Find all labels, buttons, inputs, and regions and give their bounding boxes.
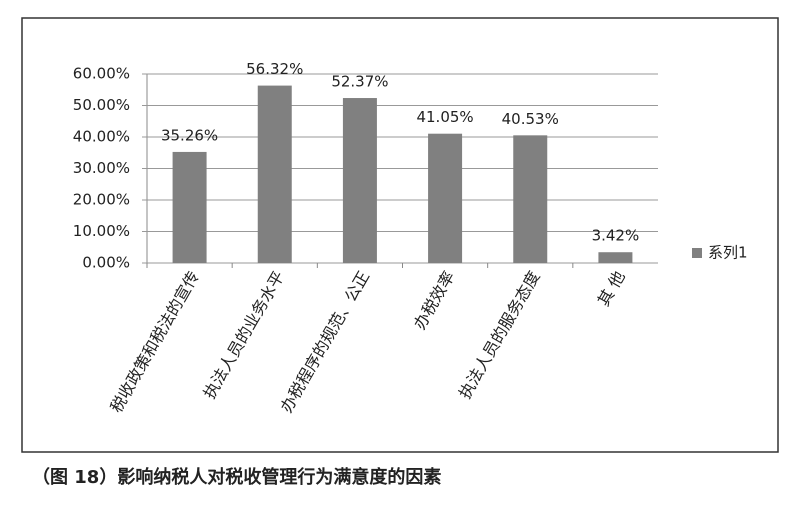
x-tick-label: 执法人员的业务水平	[200, 268, 288, 402]
caption: （图 18）影响纳税人对税收管理行为满意度的因素	[32, 466, 441, 488]
x-tick-label: 办税程序的规范、公正	[277, 268, 373, 416]
y-tick-label: 60.00%	[73, 65, 130, 83]
data-label: 52.37%	[331, 73, 388, 91]
data-label: 40.53%	[502, 110, 559, 128]
data-label: 35.26%	[161, 126, 218, 144]
y-tick-label: 30.00%	[73, 159, 130, 177]
data-label: 3.42%	[592, 227, 640, 245]
legend-swatch	[692, 248, 702, 258]
data-label: 41.05%	[416, 108, 473, 126]
legend-label: 系列1	[708, 244, 748, 262]
chart-frame	[21, 17, 779, 453]
bar	[513, 135, 548, 263]
x-tick-label: 办税效率	[410, 268, 458, 333]
bar	[257, 85, 292, 263]
y-tick-label: 10.00%	[73, 222, 130, 240]
bar	[598, 252, 633, 263]
y-tick-label: 50.00%	[73, 96, 130, 114]
bar	[428, 133, 463, 263]
bar	[342, 98, 377, 263]
x-tick-label: 税收政策和税法的宣传	[106, 268, 202, 416]
y-tick-label: 40.00%	[73, 128, 130, 146]
data-label: 56.32%	[246, 60, 303, 78]
x-tick-label: 其 他	[594, 268, 629, 310]
bar	[172, 151, 207, 263]
x-tick-label: 执法人员的服务态度	[455, 268, 543, 402]
y-tick-label: 0.00%	[82, 254, 130, 272]
y-tick-label: 20.00%	[73, 191, 130, 209]
